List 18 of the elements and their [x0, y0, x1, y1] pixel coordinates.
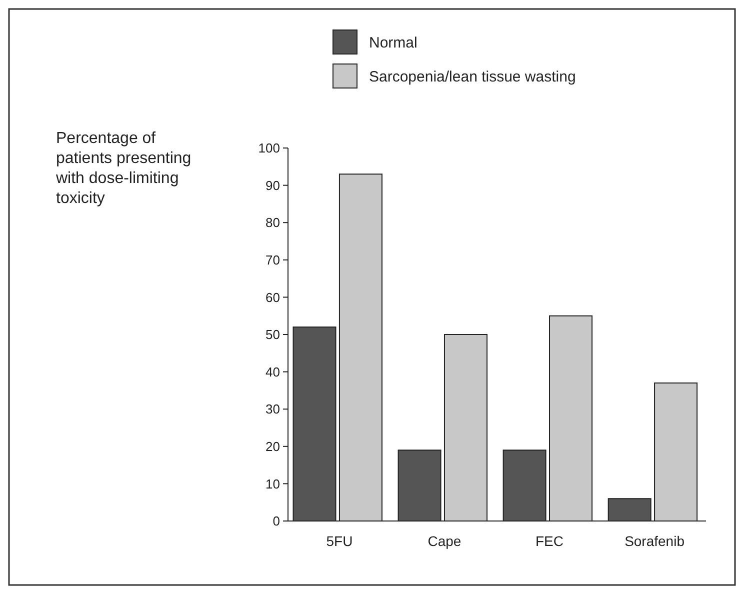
x-tick-label: FEC	[536, 533, 564, 549]
y-tick-label: 80	[266, 215, 280, 230]
y-tick-label: 70	[266, 252, 280, 268]
y-tick-label: 50	[266, 327, 280, 342]
y-tick-label: 100	[258, 140, 280, 156]
y-axis-title: Percentage of patients presenting with dose-limiting toxicity	[55, 130, 192, 207]
y-tick-label: 10	[266, 476, 280, 492]
legend-label: Normal	[369, 34, 418, 52]
x-tick-label: Cape	[428, 533, 462, 549]
y-tick-label: 30	[266, 402, 280, 417]
y-tick-label: 40	[266, 364, 280, 380]
x-tick-label: 5FU	[326, 533, 353, 549]
y-tick-label: 0	[272, 514, 280, 529]
legend-label: Sarcopenia/lean tissue wasting	[369, 68, 576, 86]
x-tick-label: Sorafenib	[624, 533, 685, 549]
y-tick-label: 20	[266, 438, 280, 454]
y-tick-label: 90	[266, 178, 280, 193]
y-tick-label: 60	[266, 290, 280, 305]
